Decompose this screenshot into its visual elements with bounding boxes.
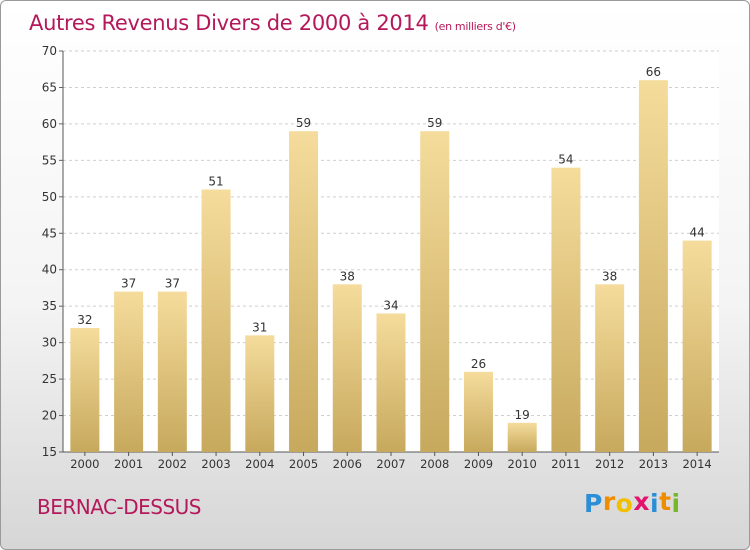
proxiti-logo: Proxiti <box>584 487 681 518</box>
y-tick-label: 55 <box>42 153 57 167</box>
x-tick-label: 2000 <box>70 457 99 471</box>
place-name: BERNAC-DESSUS <box>37 495 202 519</box>
logo-letter: i <box>671 489 681 518</box>
x-tick-label: 2004 <box>245 457 274 471</box>
logo-letter: r <box>602 487 616 516</box>
x-tick-label: 2013 <box>639 457 668 471</box>
bar <box>245 335 275 452</box>
x-tick-label: 2005 <box>289 457 318 471</box>
data-label: 44 <box>689 226 704 240</box>
data-label: 66 <box>646 65 661 79</box>
bar <box>638 80 668 452</box>
title-unit: (en milliers d'€) <box>434 20 516 33</box>
data-label: 31 <box>252 320 267 334</box>
y-tick-label: 15 <box>42 445 57 459</box>
logo-letter: x <box>633 487 650 516</box>
y-tick-label: 40 <box>42 263 57 277</box>
logo-letter: o <box>615 489 634 518</box>
bar <box>682 240 712 452</box>
x-tick-label: 2011 <box>551 457 580 471</box>
y-tick-label: 45 <box>42 226 57 240</box>
bar <box>376 313 406 452</box>
data-label: 51 <box>208 175 223 189</box>
x-tick-label: 2001 <box>114 457 143 471</box>
y-tick-label: 60 <box>42 117 57 131</box>
data-label: 32 <box>77 313 92 327</box>
data-label: 37 <box>165 277 180 291</box>
x-tick-label: 2007 <box>376 457 405 471</box>
data-label: 34 <box>383 298 398 312</box>
data-label: 59 <box>296 116 311 130</box>
data-label: 59 <box>427 116 442 130</box>
x-tick-label: 2010 <box>508 457 537 471</box>
title-text: Autres Revenus Divers de 2000 à 2014 <box>29 11 429 35</box>
logo-letter: P <box>584 489 603 518</box>
y-tick-label: 65 <box>42 80 57 94</box>
y-tick-label: 50 <box>42 190 57 204</box>
y-tick-label: 20 <box>42 409 57 423</box>
x-tick-label: 2012 <box>595 457 624 471</box>
bar <box>507 422 537 452</box>
y-tick-label: 35 <box>42 299 57 313</box>
bar <box>70 328 100 452</box>
y-tick-label: 30 <box>42 336 57 350</box>
data-label: 54 <box>558 153 573 167</box>
data-label: 38 <box>602 269 617 283</box>
x-tick-label: 2014 <box>682 457 711 471</box>
y-tick-label: 25 <box>42 372 57 386</box>
bar <box>595 284 625 452</box>
x-tick-label: 2009 <box>464 457 493 471</box>
y-tick-label: 70 <box>42 44 57 58</box>
x-tick-label: 2008 <box>420 457 449 471</box>
data-label: 19 <box>515 408 530 422</box>
bar <box>551 167 581 452</box>
chart-title: Autres Revenus Divers de 2000 à 2014 (en … <box>29 11 516 35</box>
bar <box>114 291 144 452</box>
logo-letter: i <box>650 489 660 518</box>
bar <box>420 131 450 452</box>
x-tick-label: 2003 <box>201 457 230 471</box>
bar <box>157 291 187 452</box>
logo-letter: t <box>659 487 672 516</box>
x-tick-label: 2006 <box>333 457 362 471</box>
x-tick-label: 2002 <box>158 457 187 471</box>
bar <box>332 284 362 452</box>
bar <box>201 189 231 452</box>
data-label: 26 <box>471 357 486 371</box>
data-label: 38 <box>340 269 355 283</box>
bar <box>289 131 319 452</box>
data-label: 37 <box>121 277 136 291</box>
bar <box>463 371 493 452</box>
